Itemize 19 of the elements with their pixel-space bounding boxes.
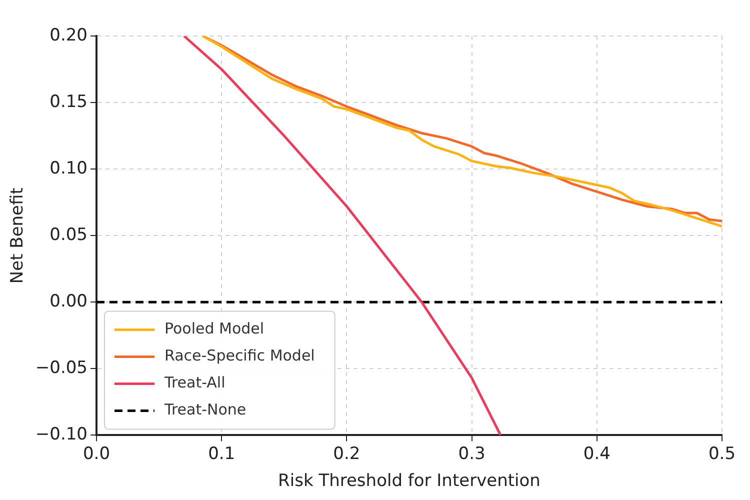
y-tick-label: −0.05 (35, 358, 88, 378)
x-axis-title: Risk Threshold for Intervention (278, 471, 540, 492)
x-tick-label: 0.1 (208, 444, 236, 464)
x-tick-label: 0.0 (82, 444, 110, 464)
y-tick-label: 0.15 (50, 92, 88, 112)
legend-label: Pooled Model (164, 320, 264, 338)
x-tick-label: 0.3 (458, 444, 486, 464)
y-tick-label: 0.00 (50, 292, 88, 312)
y-axis-title: Net Benefit (8, 187, 28, 284)
y-tick-label: 0.20 (50, 25, 88, 46)
legend-label: Treat-None (163, 400, 246, 419)
x-tick-label: 0.2 (333, 444, 360, 464)
legend-label: Treat-All (163, 374, 226, 392)
y-tick-label: 0.05 (50, 225, 88, 246)
y-tick-label: 0.10 (50, 158, 88, 178)
x-tick-label: 0.5 (708, 444, 736, 464)
x-tick-label: 0.4 (583, 444, 610, 464)
y-tick-label: −0.10 (35, 424, 88, 445)
legend-label: Race-Specific Model (164, 346, 315, 365)
